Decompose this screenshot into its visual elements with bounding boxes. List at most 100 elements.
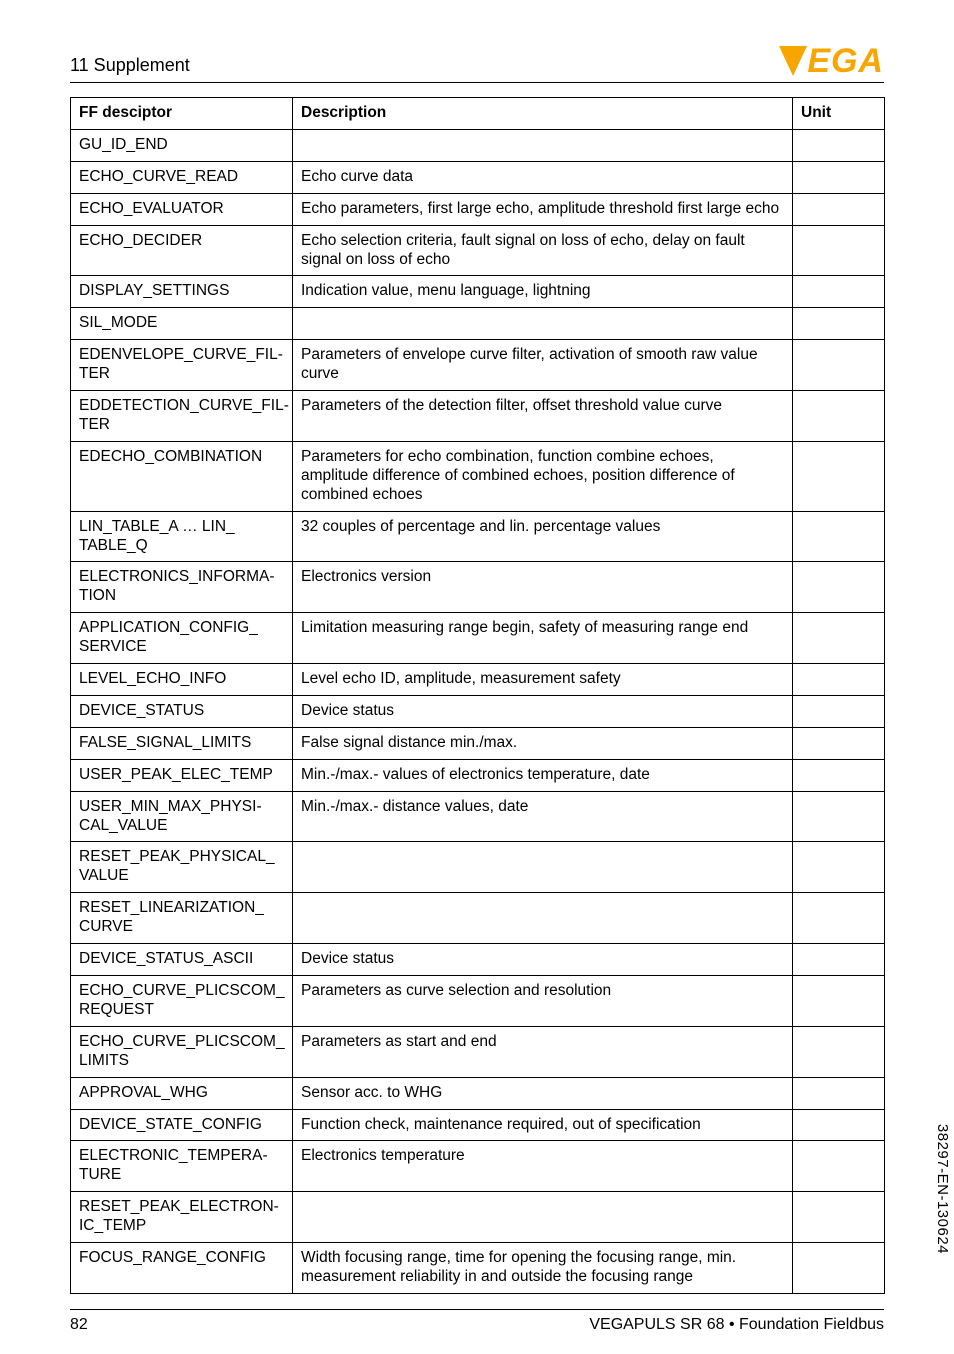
cell-unit xyxy=(793,695,885,727)
cell-unit xyxy=(793,944,885,976)
table-row: APPROVAL_WHGSensor acc. to WHG xyxy=(71,1077,885,1109)
cell-unit xyxy=(793,193,885,225)
cell-description: Parameters of the detection filter, offs… xyxy=(293,391,793,442)
header-rule xyxy=(70,82,884,83)
page: 11 Supplement EGA FF desciptor Descripti… xyxy=(0,0,954,1354)
cell-ff: APPLICATION_CONFIG_SERVICE xyxy=(71,613,293,664)
table-row: ECHO_DECIDEREcho selection criteria, fau… xyxy=(71,225,885,276)
cell-unit xyxy=(793,1243,885,1294)
cell-description: Electronics version xyxy=(293,562,793,613)
cell-unit xyxy=(793,340,885,391)
descriptor-table: FF desciptor Description Unit GU_ID_ENDE… xyxy=(70,97,885,1294)
table-row: EDDETECTION_CURVE_FIL-TERParameters of t… xyxy=(71,391,885,442)
cell-description: Level echo ID, amplitude, measurement sa… xyxy=(293,664,793,696)
cell-description: Echo parameters, first large echo, ampli… xyxy=(293,193,793,225)
cell-ff: LEVEL_ECHO_INFO xyxy=(71,664,293,696)
cell-ff: ECHO_CURVE_PLICSCOM_REQUEST xyxy=(71,976,293,1027)
cell-ff: SIL_MODE xyxy=(71,308,293,340)
cell-unit xyxy=(793,441,885,511)
table-row: USER_MIN_MAX_PHYSI-CAL_VALUEMin.-/max.- … xyxy=(71,791,885,842)
cell-description: Indication value, menu language, lightni… xyxy=(293,276,793,308)
table-row: ELECTRONICS_INFORMA-TIONElectronics vers… xyxy=(71,562,885,613)
cell-ff: RESET_PEAK_ELECTRON-IC_TEMP xyxy=(71,1192,293,1243)
cell-ff: USER_PEAK_ELEC_TEMP xyxy=(71,759,293,791)
cell-description: Echo selection criteria, fault signal on… xyxy=(293,225,793,276)
cell-unit xyxy=(793,893,885,944)
cell-ff: ECHO_CURVE_PLICSCOM_LIMITS xyxy=(71,1026,293,1077)
cell-unit xyxy=(793,225,885,276)
cell-description: Parameters as start and end xyxy=(293,1026,793,1077)
page-number: 82 xyxy=(70,1316,88,1334)
cell-unit xyxy=(793,276,885,308)
table-row: EDENVELOPE_CURVE_FIL-TERParameters of en… xyxy=(71,340,885,391)
cell-ff: ECHO_CURVE_READ xyxy=(71,161,293,193)
table-row: RESET_PEAK_PHYSICAL_VALUE xyxy=(71,842,885,893)
cell-unit xyxy=(793,664,885,696)
cell-description: Electronics temperature xyxy=(293,1141,793,1192)
cell-unit xyxy=(793,976,885,1027)
cell-ff: USER_MIN_MAX_PHYSI-CAL_VALUE xyxy=(71,791,293,842)
table-row: APPLICATION_CONFIG_SERVICELimitation mea… xyxy=(71,613,885,664)
cell-unit xyxy=(793,842,885,893)
cell-unit xyxy=(793,1141,885,1192)
cell-unit xyxy=(793,161,885,193)
table-row: DEVICE_STATUS_ASCIIDevice status xyxy=(71,944,885,976)
cell-ff: ELECTRONIC_TEMPERA-TURE xyxy=(71,1141,293,1192)
table-row: FOCUS_RANGE_CONFIGWidth focusing range, … xyxy=(71,1243,885,1294)
table-row: RESET_LINEARIZATION_CURVE xyxy=(71,893,885,944)
table-row: USER_PEAK_ELEC_TEMPMin.-/max.- values of… xyxy=(71,759,885,791)
page-header: 11 Supplement EGA xyxy=(70,36,884,80)
cell-ff: GU_ID_END xyxy=(71,129,293,161)
side-code: 38297-EN-130624 xyxy=(934,1124,951,1254)
page-footer: 82 VEGAPULS SR 68 • Foundation Fieldbus xyxy=(70,1309,884,1334)
cell-description xyxy=(293,308,793,340)
table-row: ECHO_EVALUATOREcho parameters, first lar… xyxy=(71,193,885,225)
cell-unit xyxy=(793,511,885,562)
cell-description: False signal distance min./max. xyxy=(293,727,793,759)
cell-ff: ECHO_DECIDER xyxy=(71,225,293,276)
cell-ff: EDDETECTION_CURVE_FIL-TER xyxy=(71,391,293,442)
table-row: DEVICE_STATUSDevice status xyxy=(71,695,885,727)
cell-description: Min.-/max.- values of electronics temper… xyxy=(293,759,793,791)
logo-v-icon xyxy=(779,46,807,76)
table-row: FALSE_SIGNAL_LIMITSFalse signal distance… xyxy=(71,727,885,759)
cell-description: Parameters as curve selection and resolu… xyxy=(293,976,793,1027)
cell-ff: DISPLAY_SETTINGS xyxy=(71,276,293,308)
cell-ff: EDECHO_COMBINATION xyxy=(71,441,293,511)
cell-ff: EDENVELOPE_CURVE_FIL-TER xyxy=(71,340,293,391)
table-row: EDECHO_COMBINATIONParameters for echo co… xyxy=(71,441,885,511)
cell-unit xyxy=(793,391,885,442)
cell-unit xyxy=(793,1192,885,1243)
cell-ff: ECHO_EVALUATOR xyxy=(71,193,293,225)
cell-ff: DEVICE_STATUS xyxy=(71,695,293,727)
cell-unit xyxy=(793,129,885,161)
cell-description: Function check, maintenance required, ou… xyxy=(293,1109,793,1141)
table-row: ELECTRONIC_TEMPERA-TUREElectronics tempe… xyxy=(71,1141,885,1192)
cell-unit xyxy=(793,1077,885,1109)
cell-description: Parameters of envelope curve filter, act… xyxy=(293,340,793,391)
table-row: ECHO_CURVE_PLICSCOM_REQUESTParameters as… xyxy=(71,976,885,1027)
cell-description: Width focusing range, time for opening t… xyxy=(293,1243,793,1294)
table-row: DISPLAY_SETTINGSIndication value, menu l… xyxy=(71,276,885,308)
cell-description: Device status xyxy=(293,695,793,727)
table-row: ECHO_CURVE_PLICSCOM_LIMITSParameters as … xyxy=(71,1026,885,1077)
cell-ff: APPROVAL_WHG xyxy=(71,1077,293,1109)
col-header-ff: FF desciptor xyxy=(71,98,293,130)
cell-description xyxy=(293,842,793,893)
cell-description xyxy=(293,1192,793,1243)
cell-unit xyxy=(793,791,885,842)
cell-ff: LIN_TABLE_A … LIN_TABLE_Q xyxy=(71,511,293,562)
doc-title: VEGAPULS SR 68 • Foundation Fieldbus xyxy=(589,1316,884,1334)
cell-unit xyxy=(793,727,885,759)
table-body: GU_ID_ENDECHO_CURVE_READEcho curve dataE… xyxy=(71,129,885,1293)
cell-ff: RESET_LINEARIZATION_CURVE xyxy=(71,893,293,944)
cell-ff: FALSE_SIGNAL_LIMITS xyxy=(71,727,293,759)
table-row: GU_ID_END xyxy=(71,129,885,161)
cell-ff: DEVICE_STATUS_ASCII xyxy=(71,944,293,976)
cell-description: Sensor acc. to WHG xyxy=(293,1077,793,1109)
col-header-unit: Unit xyxy=(793,98,885,130)
cell-ff: DEVICE_STATE_CONFIG xyxy=(71,1109,293,1141)
cell-unit xyxy=(793,308,885,340)
cell-unit xyxy=(793,1026,885,1077)
logo-text: EGA xyxy=(807,44,884,78)
